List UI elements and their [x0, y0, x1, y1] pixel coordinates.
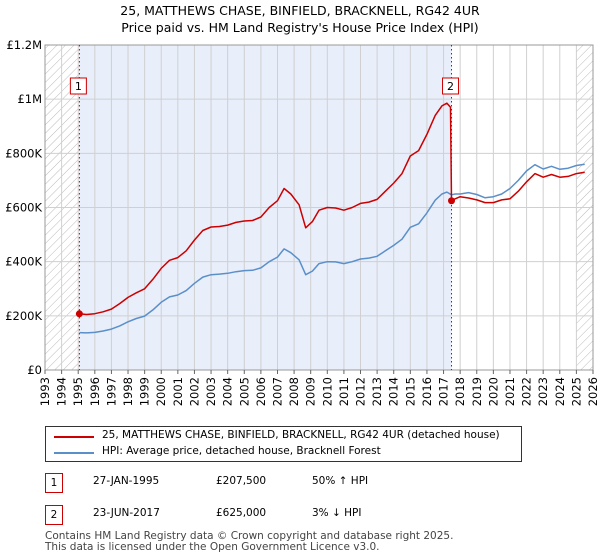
x-tick-label: 1998 — [121, 377, 135, 406]
x-tick-label: 2000 — [154, 377, 168, 406]
x-tick-label: 2003 — [204, 377, 218, 406]
x-tick-label: 2018 — [453, 377, 467, 406]
legend-property-label: 25, MATTHEWS CHASE, BINFIELD, BRACKNELL,… — [102, 429, 500, 441]
x-tick-label: 2014 — [387, 377, 401, 406]
chart-subtitle: Price paid vs. HM Land Registry's House … — [121, 20, 478, 35]
sale-hpi-change: 3% ↓ HPI — [312, 507, 362, 519]
y-tick-label: £400K — [5, 255, 42, 269]
x-tick-label: 2026 — [586, 377, 600, 406]
x-tick-label: 2009 — [304, 377, 318, 406]
sale-hpi-change: 50% ↑ HPI — [312, 475, 369, 487]
x-tick-label: 2011 — [337, 377, 351, 406]
sale-date: 23-JUN-2017 — [93, 507, 160, 519]
y-tick-label: £1.2M — [6, 38, 42, 52]
x-tick-label: 2005 — [237, 377, 251, 406]
sale-price: £207,500 — [216, 475, 267, 487]
y-tick-label: £200K — [5, 309, 42, 323]
y-tick-label: £0 — [27, 363, 42, 377]
x-tick-label: 2001 — [171, 377, 185, 406]
chart-title: 25, MATTHEWS CHASE, BINFIELD, BRACKNELL,… — [120, 3, 480, 18]
price-chart: 25, MATTHEWS CHASE, BINFIELD, BRACKNELL,… — [5, 3, 600, 406]
footer-copyright: Contains HM Land Registry data © Crown c… — [45, 530, 454, 542]
x-tick-label: 1999 — [138, 377, 152, 406]
sale-badge — [69, 77, 87, 95]
sale-marker-label: 1 — [45, 473, 63, 493]
x-tick-label: 2022 — [520, 377, 534, 406]
x-tick-label: 2019 — [470, 377, 484, 406]
x-tick-label: 2013 — [370, 377, 384, 406]
x-tick-label: 2006 — [254, 377, 268, 406]
sale-point — [448, 197, 456, 205]
legend: 25, MATTHEWS CHASE, BINFIELD, BRACKNELL,… — [45, 426, 522, 462]
x-tick-label: 2008 — [287, 377, 301, 406]
x-tick-label: 2025 — [569, 377, 583, 406]
x-tick-label: 2010 — [320, 377, 334, 406]
sale-badge — [442, 77, 460, 95]
x-tick-label: 2023 — [536, 377, 550, 406]
x-tick-label: 2012 — [354, 377, 368, 406]
sale-marker-label: 2 — [45, 505, 63, 525]
x-tick-label: 2004 — [221, 377, 235, 406]
x-tick-label: 2015 — [403, 377, 417, 406]
sale-badge-label: 1 — [75, 80, 82, 93]
x-tick-label: 1997 — [104, 377, 118, 406]
property-series-line — [79, 102, 585, 316]
x-tick-label: 1995 — [71, 377, 85, 406]
footer: Contains HM Land Registry data © Crown c… — [45, 531, 453, 553]
x-tick-label: 2020 — [486, 377, 500, 406]
x-tick-label: 2024 — [553, 377, 567, 406]
hpi-series-line — [79, 163, 585, 334]
legend-hpi-swatch — [54, 452, 94, 454]
x-tick-label: 1993 — [38, 377, 52, 406]
y-tick-label: £1M — [17, 92, 42, 106]
x-tick-label: 2016 — [420, 377, 434, 406]
legend-hpi-label: HPI: Average price, detached house, Brac… — [102, 445, 381, 457]
x-tick-label: 1996 — [88, 377, 102, 406]
x-tick-label: 2017 — [437, 377, 451, 406]
footer-licence: This data is licensed under the Open Gov… — [45, 541, 380, 553]
sale-badge-label: 2 — [447, 80, 454, 93]
plot-border — [44, 44, 594, 371]
sale-price: £625,000 — [216, 507, 267, 519]
x-tick-label: 2007 — [270, 377, 284, 406]
x-tick-label: 2021 — [503, 377, 517, 406]
sale-point — [75, 310, 83, 318]
y-tick-label: £600K — [5, 201, 42, 215]
x-tick-label: 2002 — [187, 377, 201, 406]
sale-date: 27-JAN-1995 — [93, 475, 160, 487]
legend-property-swatch — [54, 436, 94, 438]
x-tick-label: 1994 — [55, 377, 69, 406]
y-tick-label: £800K — [5, 146, 42, 160]
